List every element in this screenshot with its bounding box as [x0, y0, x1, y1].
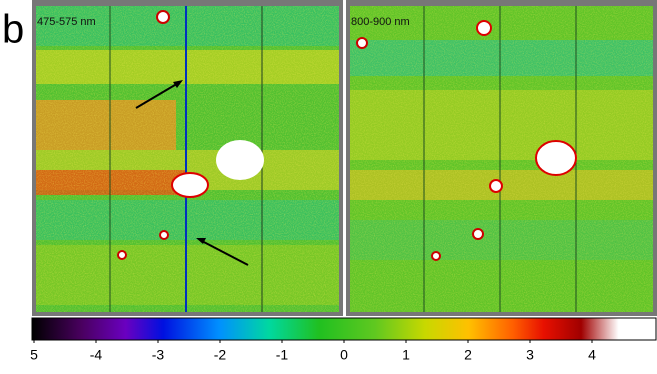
colorbar [31, 317, 657, 341]
panel-title: 800-900 nm [351, 16, 410, 28]
panel-title: 475-575 nm [37, 16, 96, 28]
tick-label: 4 [588, 347, 596, 363]
tick-label: 2 [464, 347, 472, 363]
tick-label: 5 [30, 347, 38, 363]
tick-label: -4 [90, 347, 103, 363]
right-image [346, 0, 657, 316]
tick-label: -3 [152, 347, 165, 363]
tick-label: 0 [340, 347, 348, 363]
tick-label: 3 [526, 347, 534, 363]
tick-label: 1 [402, 347, 410, 363]
tick-label: -2 [214, 347, 227, 363]
panel-letter: b [2, 8, 24, 52]
tick-label: -1 [276, 347, 289, 363]
left-image [32, 0, 343, 316]
